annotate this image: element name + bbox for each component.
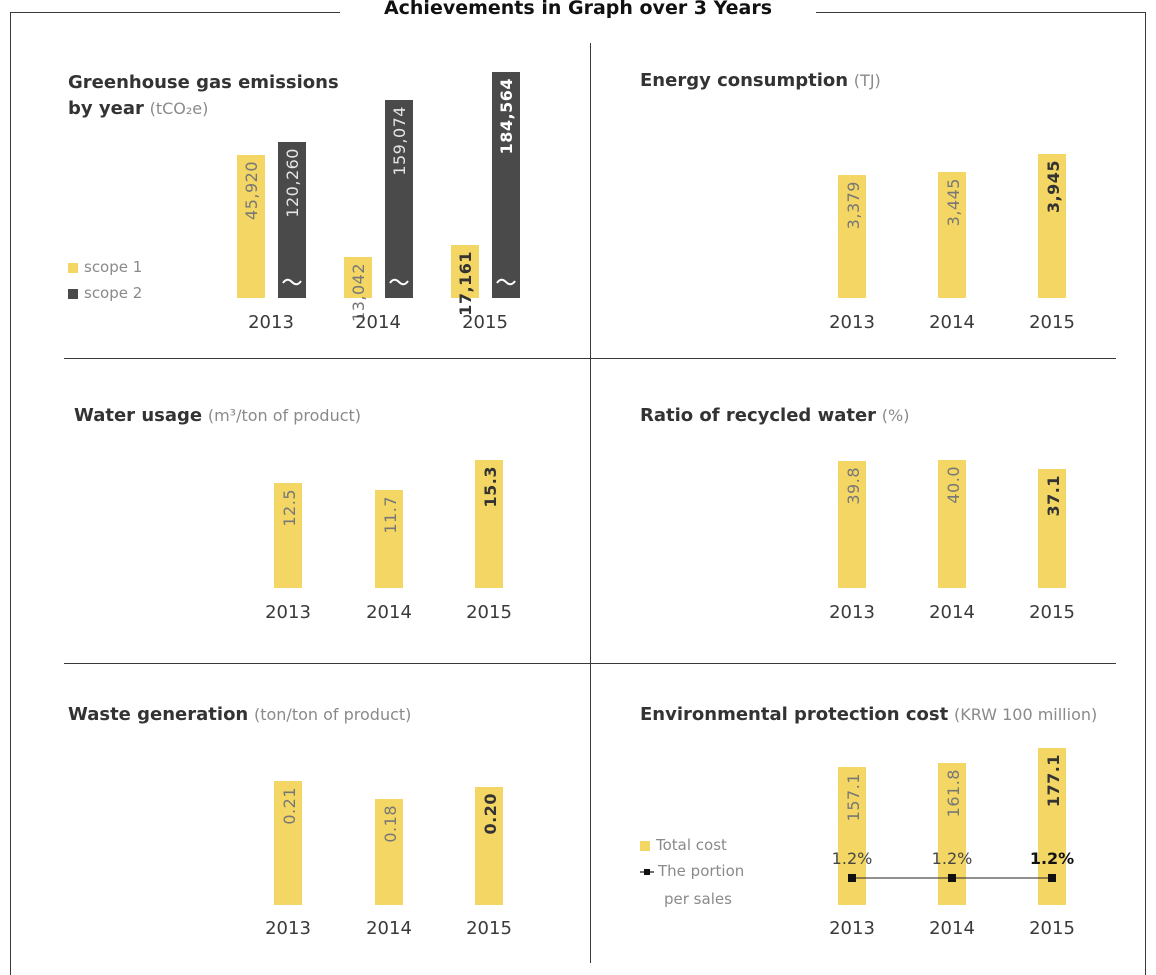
legend-total-cost: Total cost <box>640 836 727 854</box>
line-marker-icon <box>640 868 654 875</box>
bar-3-1 <box>938 460 966 588</box>
legend-swatch-yellow <box>640 840 650 851</box>
year-label: 2014 <box>366 918 412 939</box>
legend-swatch-dark <box>68 288 78 299</box>
data-label: 15.3 <box>481 466 500 508</box>
year-label: 2013 <box>265 602 311 623</box>
year-label: 2013 <box>829 602 875 623</box>
bar-3-2 <box>1038 469 1066 588</box>
data-label: 159,074 <box>390 105 409 176</box>
data-label: 3,379 <box>844 180 863 229</box>
data-label: 40.0 <box>944 466 963 504</box>
year-label: 2014 <box>929 602 975 623</box>
bar-scope2-0 <box>278 142 306 298</box>
recycled-title: Ratio of recycled water (%) <box>640 405 910 426</box>
divider-vertical <box>590 43 591 963</box>
axis-break-icon <box>389 278 409 286</box>
page-title: Achievements in Graph over 3 Years <box>0 0 1156 19</box>
legend-swatch-yellow <box>68 262 78 273</box>
bar-4-0 <box>274 781 302 905</box>
bar-2-2 <box>475 460 503 588</box>
bar-scope1-2 <box>451 244 479 298</box>
envcost-title: Environmental protection cost (KRW 100 m… <box>640 704 1098 725</box>
data-label: 3,945 <box>1044 160 1063 214</box>
portion-label: 1.2% <box>831 849 873 868</box>
bar-2-1 <box>375 490 403 588</box>
data-label: 177.1 <box>1044 754 1063 808</box>
portion-label: 1.2% <box>1029 849 1075 868</box>
bar-2-0 <box>274 483 302 588</box>
bar-1-1 <box>938 172 966 298</box>
axis-break-icon <box>496 278 516 286</box>
year-label: 2013 <box>829 918 875 939</box>
divider-h1 <box>64 358 1116 359</box>
legend-scope2: scope 2 <box>68 284 142 302</box>
year-label: 2015 <box>462 312 508 333</box>
year-label: 2013 <box>265 918 311 939</box>
legend-portion-2: per sales <box>664 890 732 908</box>
frame-left <box>10 12 11 975</box>
data-label: 184,564 <box>497 78 516 155</box>
data-label: 157.1 <box>844 773 863 822</box>
data-label: 161.8 <box>944 768 963 817</box>
data-label: 11.7 <box>381 496 400 534</box>
bar-scope1-1 <box>344 257 372 298</box>
data-label: 12.5 <box>280 489 299 528</box>
frame-top-right <box>816 12 1146 13</box>
energy-title: Energy consumption (TJ) <box>640 70 881 91</box>
bar-1-0 <box>838 174 866 298</box>
year-label: 2014 <box>929 918 975 939</box>
data-label: 0.20 <box>481 792 500 835</box>
year-label: 2014 <box>929 312 975 333</box>
bar-3-0 <box>838 460 866 588</box>
data-label: 3,445 <box>944 178 963 227</box>
waste-title: Waste generation (ton/ton of product) <box>68 704 412 725</box>
year-label: 2015 <box>1029 602 1075 623</box>
data-label: 37.1 <box>1044 475 1063 517</box>
year-label: 2013 <box>248 312 294 333</box>
year-label: 2013 <box>829 312 875 333</box>
portion-label: 1.2% <box>931 849 973 868</box>
year-label: 2015 <box>1029 918 1075 939</box>
bar-scope2-2 <box>492 72 520 298</box>
year-label: 2015 <box>466 602 512 623</box>
frame-top-left <box>10 12 340 13</box>
axis-break-icon <box>282 278 302 286</box>
year-label: 2015 <box>466 918 512 939</box>
frame-right <box>1145 12 1146 975</box>
bar-scope2-1 <box>385 99 413 298</box>
divider-h2 <box>64 663 1116 664</box>
data-label: 17,161 <box>456 250 475 316</box>
bar-4-2 <box>475 786 503 905</box>
legend-scope1: scope 1 <box>68 258 142 276</box>
year-label: 2015 <box>1029 312 1075 333</box>
year-label: 2014 <box>366 602 412 623</box>
data-label: 45,920 <box>242 161 261 220</box>
legend-portion: The portion <box>640 862 744 880</box>
data-label: 120,260 <box>283 148 302 218</box>
bar-scope1-0 <box>237 155 265 298</box>
year-label: 2014 <box>355 312 401 333</box>
bar-1-2 <box>1038 154 1066 298</box>
data-label: 0.18 <box>381 804 400 843</box>
data-label: 0.21 <box>280 787 299 825</box>
data-label: 39.8 <box>844 466 863 505</box>
water-title: Water usage (m³/ton of product) <box>74 405 362 426</box>
bar-cost-0 <box>838 767 866 905</box>
ghg-title: Greenhouse gas emissions by year (tCO₂e) <box>68 72 339 119</box>
bar-4-1 <box>375 798 403 905</box>
